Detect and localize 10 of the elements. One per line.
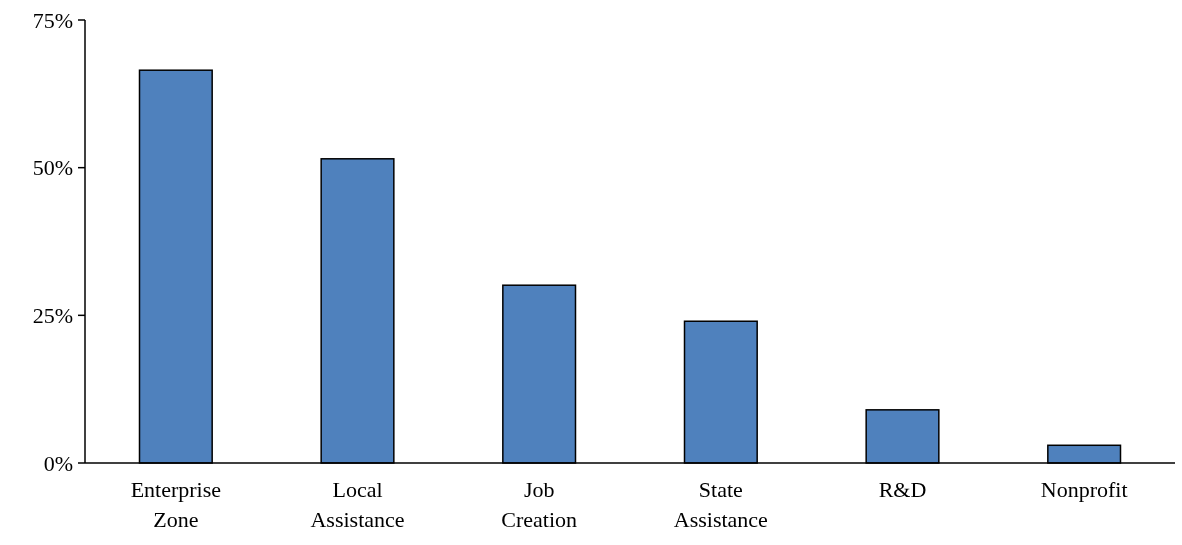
x-tick-label: Enterprise Zone — [130, 477, 222, 532]
y-tick-label: 25% — [32, 303, 73, 329]
x-tick-label: R&D — [878, 477, 927, 502]
x-tick-label: Nonprofit — [1040, 477, 1128, 502]
y-tick-label: 0% — [43, 450, 73, 476]
x-tick-label: Local Assistance — [310, 477, 405, 532]
x-tick-label: Job Creation — [501, 477, 578, 532]
y-tick-label: 50% — [32, 155, 73, 181]
x-tick-label: State Assistance — [673, 477, 768, 532]
y-tick-label: 75% — [32, 7, 73, 33]
